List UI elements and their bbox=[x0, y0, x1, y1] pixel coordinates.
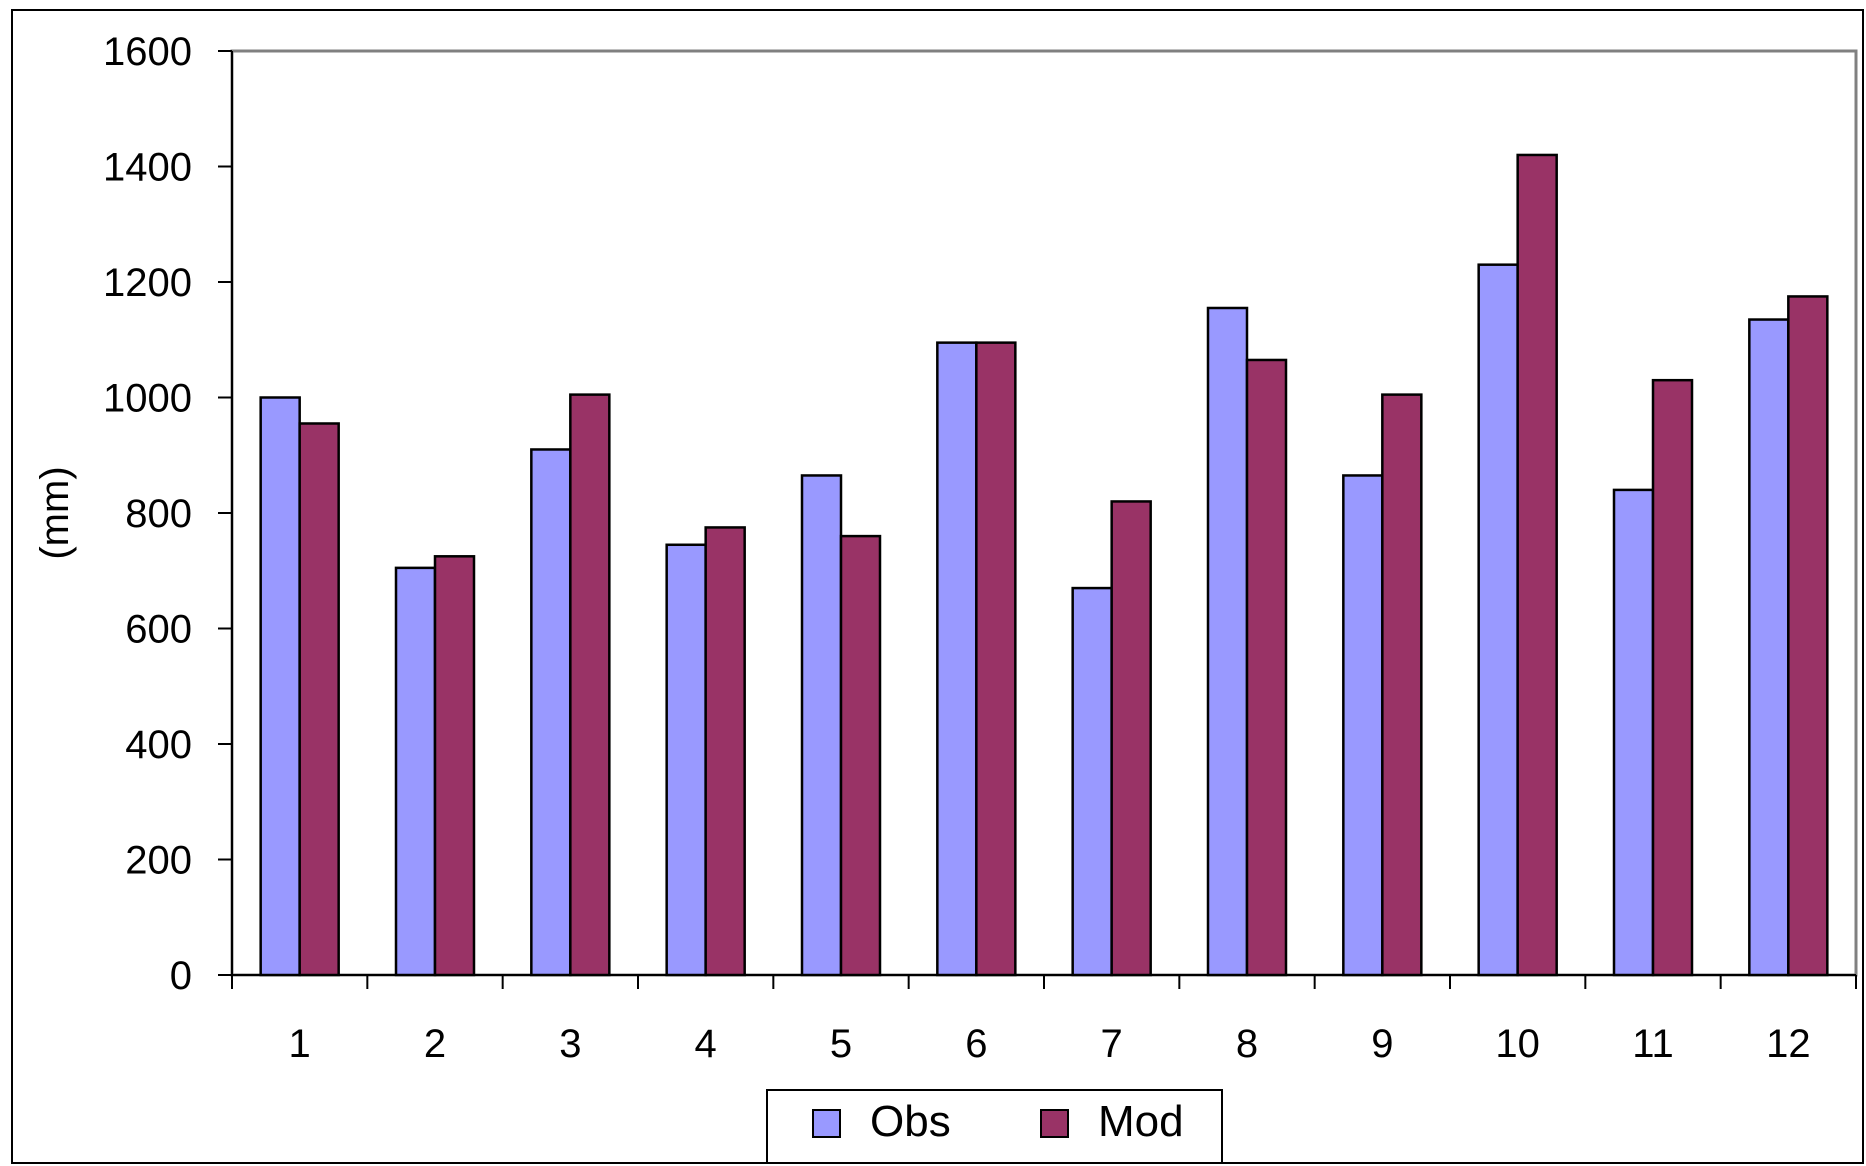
x-tick-label: 2 bbox=[424, 1022, 446, 1066]
legend-label-mod: Mod bbox=[1098, 1097, 1184, 1146]
bar-obs-5 bbox=[800, 474, 843, 977]
bar-obs-11 bbox=[1612, 488, 1655, 977]
bar-mod-1 bbox=[298, 422, 340, 977]
legend-label-obs: Obs bbox=[870, 1097, 951, 1146]
plot-area bbox=[230, 49, 1858, 977]
bars-group bbox=[259, 153, 1829, 977]
x-tick-label: 6 bbox=[965, 1022, 987, 1066]
bar-mod-5 bbox=[839, 534, 882, 977]
x-tick-label: 3 bbox=[559, 1022, 581, 1066]
legend: Obs Mod bbox=[766, 1089, 1223, 1164]
y-tick-label: 1600 bbox=[103, 30, 192, 74]
bar-mod-6 bbox=[975, 341, 1017, 977]
legend-swatch-obs bbox=[812, 1109, 841, 1138]
y-tick-label: 400 bbox=[125, 723, 192, 767]
bar-obs-1 bbox=[259, 396, 301, 977]
y-axis-title: (mm) bbox=[33, 466, 77, 559]
bar-obs-2 bbox=[394, 566, 437, 977]
bar-mod-3 bbox=[569, 393, 611, 977]
legend-swatch-mod bbox=[1040, 1109, 1069, 1138]
y-tick-label: 200 bbox=[125, 839, 192, 883]
bar-obs-10 bbox=[1477, 263, 1519, 977]
y-tick-label: 0 bbox=[170, 954, 192, 998]
x-tick-label: 8 bbox=[1236, 1022, 1258, 1066]
y-tick-label: 1400 bbox=[103, 146, 192, 190]
bar-mod-11 bbox=[1651, 378, 1694, 977]
x-tick-label: 10 bbox=[1495, 1022, 1540, 1066]
x-tick-label: 12 bbox=[1766, 1022, 1811, 1066]
bar-obs-12 bbox=[1748, 318, 1790, 977]
legend-box bbox=[766, 1089, 1223, 1164]
bar-obs-4 bbox=[665, 543, 707, 977]
x-tick-label: 7 bbox=[1101, 1022, 1123, 1066]
bar-obs-8 bbox=[1206, 306, 1249, 977]
bar-obs-7 bbox=[1071, 586, 1113, 977]
bar-mod-10 bbox=[1516, 153, 1558, 977]
y-tick-label: 800 bbox=[125, 492, 192, 536]
bar-obs-6 bbox=[936, 341, 978, 977]
x-tick-label: 11 bbox=[1632, 1022, 1674, 1066]
x-tick-label: 9 bbox=[1371, 1022, 1393, 1066]
bar-mod-4 bbox=[704, 526, 746, 977]
bar-mod-9 bbox=[1381, 393, 1423, 977]
y-tick-label: 1000 bbox=[103, 377, 192, 421]
x-tick-label: 1 bbox=[289, 1022, 311, 1066]
bar-obs-9 bbox=[1342, 474, 1384, 977]
x-tick-label: 5 bbox=[830, 1022, 852, 1066]
bar-mod-8 bbox=[1245, 358, 1288, 977]
bar-obs-3 bbox=[530, 448, 572, 977]
x-tick-label: 4 bbox=[695, 1022, 717, 1066]
y-tick-label: 1200 bbox=[103, 261, 192, 305]
y-tick-label: 600 bbox=[125, 608, 192, 652]
bar-mod-7 bbox=[1110, 500, 1152, 977]
bar-mod-2 bbox=[433, 555, 476, 977]
bar-mod-12 bbox=[1787, 295, 1829, 977]
